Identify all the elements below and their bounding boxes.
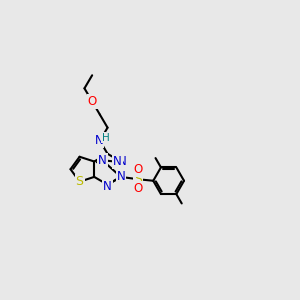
Text: N: N (98, 154, 107, 167)
Text: H: H (102, 133, 110, 142)
Text: N: N (103, 180, 112, 193)
Text: O: O (88, 95, 97, 108)
Text: S: S (134, 173, 142, 186)
Text: S: S (76, 175, 84, 188)
Text: O: O (133, 164, 142, 176)
Text: N: N (118, 155, 127, 168)
Text: N: N (116, 170, 125, 183)
Text: N: N (113, 155, 122, 168)
Text: N: N (95, 134, 103, 147)
Text: O: O (133, 182, 142, 195)
